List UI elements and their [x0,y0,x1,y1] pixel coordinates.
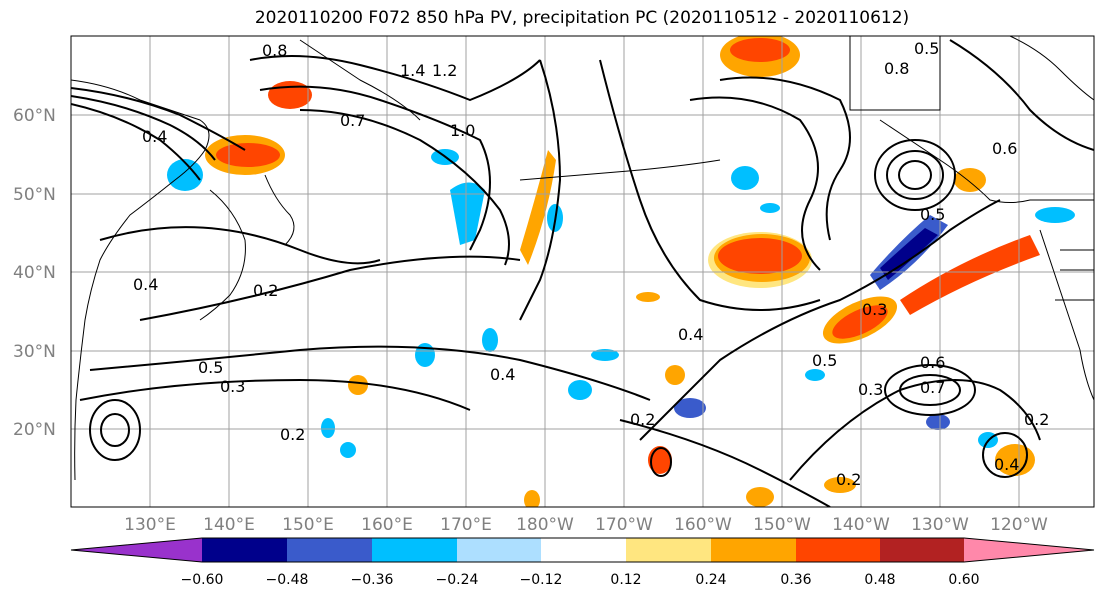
contour-label: 0.2 [1024,410,1049,429]
contour-label: 0.2 [630,410,655,429]
contour-label: 1.0 [450,121,475,140]
contour-label: 0.3 [858,380,883,399]
contour-label: 0.2 [253,281,278,300]
contour-label: 0.4 [142,127,167,146]
graticule [71,36,1094,507]
colorbar-tick-label: 0.12 [610,572,641,588]
colorbar-tick-label: −0.12 [520,572,563,588]
longitude-label: 140°E [203,515,255,535]
longitude-label: 130°W [911,515,969,535]
contour-label: 0.5 [920,205,945,224]
colorbar-segment [287,538,372,562]
colorbar-low-extension [71,538,202,562]
colorbar-tick-label: 0.60 [948,572,979,588]
colorbar-tick-label: 0.24 [695,572,726,588]
contour-label: 0.4 [678,325,703,344]
contour-label: 0.6 [992,139,1017,158]
contour-label: 1.4 [400,61,425,80]
contour-label: 0.4 [133,275,158,294]
contour-label: 0.2 [836,470,861,489]
longitude-label: 150°W [753,515,811,535]
colorbar-segment [626,538,711,562]
colorbar-segment [541,538,626,562]
colorbar-segment [796,538,880,562]
latitude-label: 20°N [13,420,56,440]
colorbar-tick-label: −0.48 [266,572,309,588]
contour-labels: 0.4 0.8 1.4 1.2 1.0 0.7 0.2 0.4 0.5 0.3 … [133,39,1049,489]
longitude-label: 160°E [361,515,413,535]
contour-label: 0.7 [920,378,945,397]
colorbar-tick-label: −0.60 [181,572,224,588]
map-title: 2020110200 F072 850 hPa PV, precipitatio… [254,8,910,28]
longitude-labels: 130°E 140°E 150°E 160°E 170°E 180°W 170°… [124,515,1048,535]
precip-positive-shading [205,36,1040,507]
longitude-label: 170°E [440,515,492,535]
contour-label: 0.8 [262,41,287,60]
longitude-label: 160°W [674,515,732,535]
contour-label: 1.2 [432,61,457,80]
colorbar-tick-label: 0.48 [864,572,895,588]
contour-label: 0.6 [920,353,945,372]
colorbar-tick-label: 0.36 [780,572,811,588]
colorbar-segment [202,538,287,562]
colorbar-outline [70,537,1095,563]
longitude-label: 180°W [516,515,574,535]
latitude-label: 50°N [13,185,56,205]
contour-label: 0.5 [198,358,223,377]
longitude-label: 140°W [832,515,890,535]
contour-label: 0.5 [812,351,837,370]
map-border [70,35,1095,508]
contour-label: 0.3 [862,300,887,319]
contour-label: 0.2 [280,425,305,444]
colorbar-segment [711,538,796,562]
colorbar-segment [880,538,964,562]
contour-label: 0.8 [884,59,909,78]
longitude-label: 170°W [595,515,653,535]
longitude-label: 130°E [124,515,176,535]
contour-label: 0.5 [914,39,939,58]
latitude-label: 60°N [13,106,56,126]
colorbar-tick-label: −0.24 [436,572,479,588]
contour-label: 0.4 [994,455,1019,474]
pv-contours [71,39,1094,507]
longitude-label: 150°E [282,515,334,535]
latitude-labels: 60°N 50°N 40°N 30°N 20°N [13,106,56,440]
colorbar-tick-label: −0.36 [351,572,394,588]
contour-label: 0.7 [340,111,365,130]
longitude-label: 120°W [990,515,1048,535]
colorbar-high-extension [964,538,1094,562]
latitude-label: 40°N [13,263,56,283]
colorbar-segment [457,538,541,562]
colorbar-segment [372,538,457,562]
latitude-label: 30°N [13,342,56,362]
colorbar: −0.60 −0.48 −0.36 −0.24 −0.12 0.12 0.24 … [70,537,1095,588]
contour-label: 0.4 [490,365,515,384]
contour-label: 0.3 [220,377,245,396]
